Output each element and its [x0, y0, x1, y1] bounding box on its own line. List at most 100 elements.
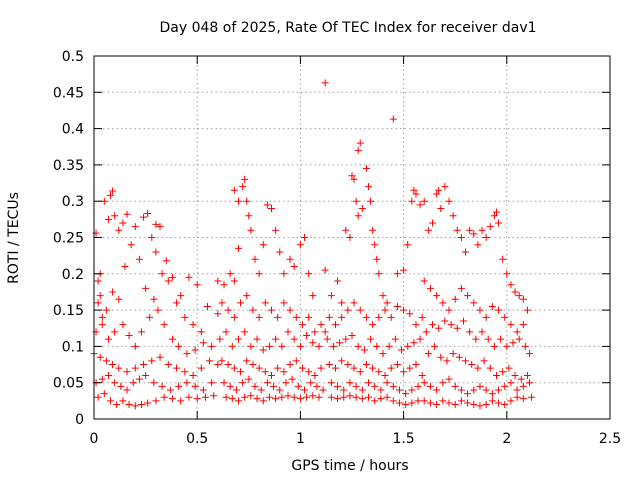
data-point — [414, 382, 422, 390]
data-point — [315, 393, 323, 401]
data-point — [495, 386, 503, 394]
data-point — [513, 393, 521, 401]
data-point — [457, 397, 465, 405]
data-point — [222, 328, 230, 336]
data-point — [387, 313, 395, 321]
data-point — [344, 306, 352, 314]
data-point — [185, 393, 193, 401]
data-point — [373, 342, 381, 350]
data-point — [224, 361, 232, 369]
data-point — [241, 328, 249, 336]
data-point — [369, 364, 377, 372]
data-point — [441, 317, 449, 325]
data-point — [482, 234, 490, 241]
data-point — [340, 393, 348, 401]
data-point — [102, 357, 110, 365]
data-point — [406, 310, 414, 318]
data-point — [115, 226, 123, 234]
data-point — [501, 313, 509, 321]
data-point — [160, 393, 168, 401]
data-point — [307, 379, 315, 387]
data-point — [131, 364, 139, 372]
data-point — [391, 335, 399, 343]
data-point — [290, 393, 298, 401]
data-point — [144, 399, 152, 407]
data-point — [104, 371, 112, 379]
data-point — [445, 375, 453, 383]
data-point — [336, 339, 344, 347]
data-point — [140, 361, 148, 369]
data-point — [216, 335, 224, 343]
data-point — [486, 223, 494, 231]
data-point — [352, 197, 360, 205]
data-point — [377, 395, 385, 403]
data-point — [102, 306, 110, 314]
data-point — [453, 324, 461, 332]
data-point — [284, 328, 292, 336]
data-point — [142, 284, 150, 292]
data-point — [439, 299, 447, 307]
data-point — [241, 175, 249, 183]
data-point — [358, 204, 366, 212]
data-point — [420, 397, 428, 405]
data-point — [431, 342, 439, 350]
data-point — [433, 190, 441, 198]
data-point — [239, 183, 247, 191]
data-point — [280, 368, 288, 376]
data-point — [259, 346, 267, 354]
data-point — [507, 379, 515, 387]
data-point — [292, 313, 300, 321]
data-point — [230, 277, 238, 285]
data-point — [350, 299, 358, 307]
data-point — [268, 306, 276, 314]
data-point — [237, 368, 245, 376]
data-point — [259, 397, 267, 405]
data-point — [150, 379, 158, 387]
data-point — [507, 397, 515, 405]
data-point — [478, 328, 486, 336]
data-point — [340, 386, 348, 394]
data-point — [94, 393, 102, 401]
data-point — [490, 342, 498, 350]
y-tick-label: 0.2 — [62, 267, 84, 283]
data-point — [495, 399, 503, 407]
data-point — [334, 395, 342, 403]
data-point — [492, 208, 500, 216]
data-point — [137, 400, 145, 408]
data-point — [255, 364, 263, 372]
data-point — [381, 371, 389, 379]
data-point — [449, 350, 457, 358]
data-point — [131, 342, 139, 350]
data-point — [356, 306, 364, 314]
data-point — [490, 212, 498, 220]
data-point — [243, 197, 251, 205]
data-point — [331, 364, 339, 372]
data-point — [451, 382, 459, 390]
data-point — [323, 335, 331, 343]
data-point — [346, 234, 354, 241]
data-point — [433, 400, 441, 408]
data-point — [379, 350, 387, 358]
chart-title: Day 048 of 2025, Rate Of TEC Index for r… — [159, 20, 536, 36]
y-tick-label: 0.35 — [53, 158, 84, 174]
data-point — [511, 371, 519, 379]
data-point — [276, 248, 284, 256]
data-point — [445, 306, 453, 314]
data-point — [482, 313, 490, 321]
data-point — [350, 175, 358, 183]
data-point — [474, 364, 482, 372]
data-point — [459, 317, 467, 325]
x-tick-label: 0 — [90, 431, 99, 447]
data-point — [220, 281, 228, 289]
data-point — [517, 375, 525, 383]
data-point — [348, 332, 356, 340]
data-point — [278, 342, 286, 350]
data-point — [156, 353, 164, 361]
data-point — [354, 146, 362, 154]
data-point — [381, 306, 389, 314]
data-point — [309, 292, 317, 300]
data-point — [309, 339, 317, 347]
data-point — [98, 313, 106, 321]
data-point — [160, 321, 168, 329]
